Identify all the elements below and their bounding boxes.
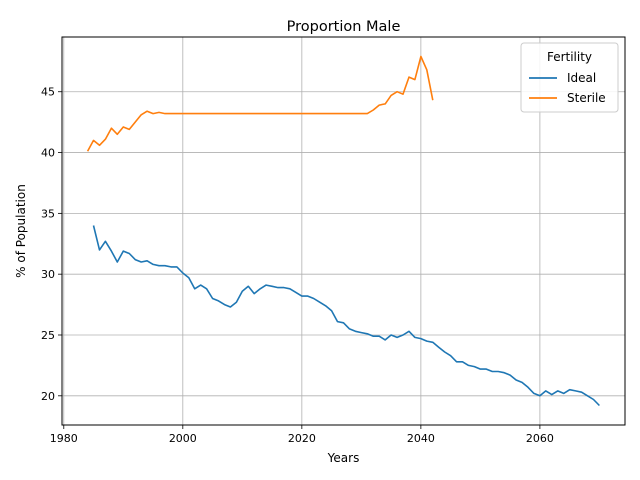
y-tick-label: 40	[41, 147, 55, 160]
legend-label-sterile: Sterile	[567, 91, 606, 105]
y-tick-label: 45	[41, 86, 55, 99]
x-tick-label: 2040	[407, 432, 435, 445]
series-line-ideal	[92, 225, 600, 407]
x-tick-label: 2060	[526, 432, 554, 445]
y-axis-label: % of Population	[14, 184, 28, 278]
y-axis-ticks: 20 25 30 35 40 45	[41, 86, 62, 403]
axes-frame	[61, 36, 626, 426]
chart-title: Proportion Male	[287, 19, 401, 35]
x-tick-label: 2000	[169, 432, 197, 445]
y-tick-label: 20	[41, 390, 55, 403]
x-tick-label: 2020	[288, 432, 316, 445]
series-lines	[86, 55, 600, 407]
legend: Fertility Ideal Sterile	[520, 42, 619, 113]
y-tick-label: 30	[41, 268, 55, 281]
legend-box	[520, 42, 619, 113]
x-tick-label: 1980	[50, 432, 78, 445]
y-tick-label: 25	[41, 329, 55, 342]
legend-title: Fertility	[547, 50, 592, 64]
series-line-sterile	[86, 55, 434, 152]
y-tick-label: 35	[41, 207, 55, 220]
legend-label-ideal: Ideal	[567, 71, 596, 85]
x-axis-ticks: 1980 2000 2020 2040 2060	[50, 425, 554, 445]
x-axis-label: Years	[327, 451, 360, 465]
